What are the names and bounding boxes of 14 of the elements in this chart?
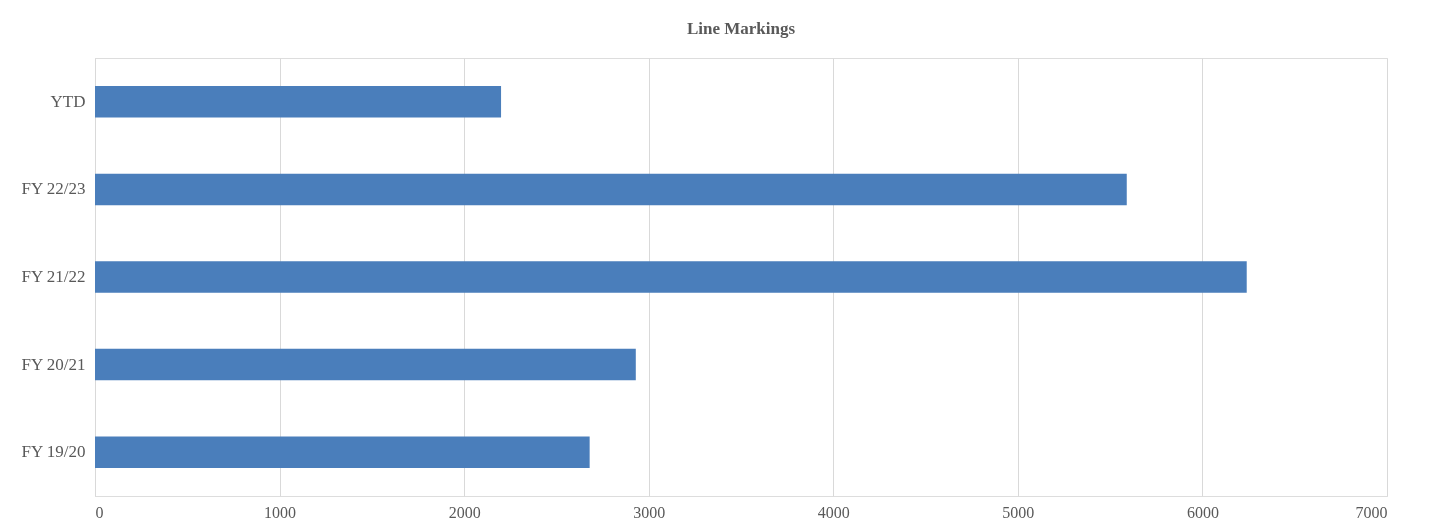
x-tick-label: 0 (95, 503, 104, 521)
y-tick-label: FY 20/21 (21, 354, 86, 374)
x-tick-label: 6000 (1186, 503, 1219, 521)
y-tick-label: FY 19/20 (21, 442, 86, 462)
y-tick-label: FY 22/23 (21, 179, 86, 199)
x-tick-label: 1000 (264, 503, 297, 521)
x-tick-label: 2000 (448, 503, 481, 521)
y-tick-label: FY 21/22 (21, 267, 86, 286)
x-tick-label: 5000 (1002, 503, 1035, 521)
x-tick-label: 3000 (633, 503, 666, 521)
chart-title: Line Markings (686, 19, 796, 38)
x-tick-label: 7000 (1355, 503, 1388, 521)
y-tick-label: YTD (50, 91, 86, 111)
x-tick-label: 4000 (817, 503, 850, 521)
